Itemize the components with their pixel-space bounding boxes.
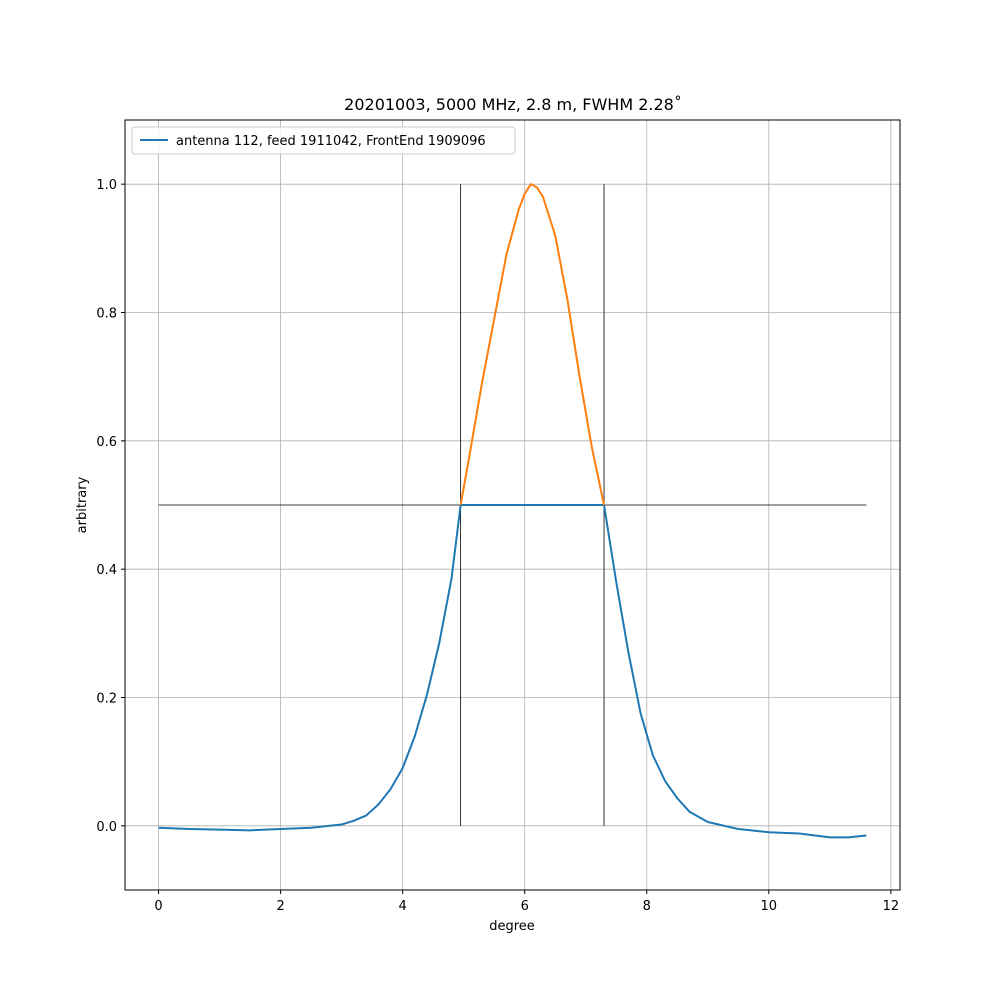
y-tick-label: 0.2 <box>96 692 117 707</box>
legend: antenna 112, feed 1911042, FrontEnd 1909… <box>131 126 516 155</box>
y-tick-label: 0.8 <box>96 307 117 322</box>
x-tick-label: 10 <box>761 899 778 914</box>
x-tick-label: 4 <box>399 899 407 914</box>
fwhm-section-line <box>459 183 606 506</box>
plot-frame <box>124 119 901 891</box>
x-tick-label: 12 <box>883 899 900 914</box>
chart-title: 20201003, 5000 MHz, 2.8 m, FWHM 2.28˚ <box>344 95 682 114</box>
legend-label: antenna 112, feed 1911042, FrontEnd 1909… <box>176 134 486 149</box>
series-layer <box>158 183 867 839</box>
legend-box <box>131 126 516 155</box>
y-tick-label: 0.0 <box>96 820 117 835</box>
x-tick-label: 2 <box>276 899 284 914</box>
y-axis-ticks: 0.0 0.2 0.4 0.6 0.8 1.0 <box>96 178 125 835</box>
x-tick-label: 0 <box>154 899 162 914</box>
x-tick-label: 8 <box>643 899 651 914</box>
x-axis-label: degree <box>489 919 535 934</box>
y-tick-label: 0.4 <box>96 563 117 578</box>
x-tick-label: 6 <box>521 899 529 914</box>
y-tick-label: 1.0 <box>96 178 117 193</box>
y-axis-label: arbitrary <box>75 476 90 533</box>
x-axis-ticks: 0 2 4 6 8 10 12 <box>154 890 899 914</box>
beam-profile-line <box>158 504 867 839</box>
y-tick-label: 0.6 <box>96 435 117 450</box>
